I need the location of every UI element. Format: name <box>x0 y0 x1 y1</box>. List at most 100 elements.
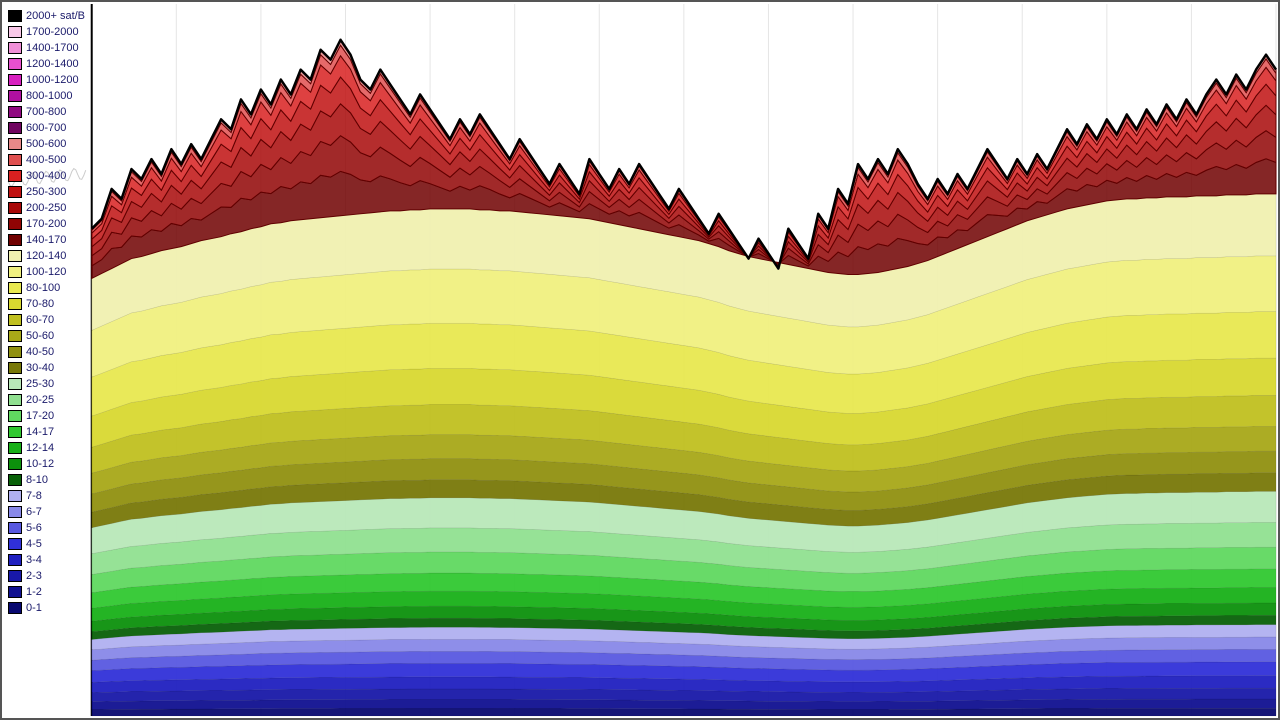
legend-row[interactable]: 250-300 <box>8 184 85 200</box>
legend-row[interactable]: 1-2 <box>8 584 85 600</box>
legend-row[interactable]: 0-1 <box>8 600 85 616</box>
legend-swatch <box>8 570 22 582</box>
legend-row[interactable]: 100-120 <box>8 264 85 280</box>
legend-swatch <box>8 346 22 358</box>
legend-label: 0-1 <box>26 602 42 614</box>
legend: 2000+ sat/B 1700-2000 1400-1700 1200-1400 10… <box>8 8 85 616</box>
legend-label: 17-20 <box>26 410 54 422</box>
legend-swatch <box>8 90 22 102</box>
legend-label: 700-800 <box>26 106 66 118</box>
legend-label: 8-10 <box>26 474 48 486</box>
legend-swatch <box>8 474 22 486</box>
legend-row[interactable]: 12-14 <box>8 440 85 456</box>
legend-swatch <box>8 458 22 470</box>
legend-row[interactable]: 140-170 <box>8 232 85 248</box>
legend-swatch <box>8 154 22 166</box>
legend-label: 25-30 <box>26 378 54 390</box>
legend-label: 80-100 <box>26 282 60 294</box>
legend-row[interactable]: 2000+ sat/B <box>8 8 85 24</box>
legend-row[interactable]: 170-200 <box>8 216 85 232</box>
legend-label: 300-400 <box>26 170 66 182</box>
legend-swatch <box>8 10 22 22</box>
legend-label: 7-8 <box>26 490 42 502</box>
legend-swatch <box>8 490 22 502</box>
legend-row[interactable]: 80-100 <box>8 280 85 296</box>
legend-swatch <box>8 506 22 518</box>
legend-label: 3-4 <box>26 554 42 566</box>
legend-label: 12-14 <box>26 442 54 454</box>
legend-row[interactable]: 40-50 <box>8 344 85 360</box>
legend-label: 500-600 <box>26 138 66 150</box>
legend-row[interactable]: 600-700 <box>8 120 85 136</box>
legend-label: 1000-1200 <box>26 74 79 86</box>
legend-swatch <box>8 282 22 294</box>
legend-swatch <box>8 378 22 390</box>
legend-label: 1700-2000 <box>26 26 79 38</box>
legend-label: 10-12 <box>26 458 54 470</box>
legend-row[interactable]: 20-25 <box>8 392 85 408</box>
legend-label: 14-17 <box>26 426 54 438</box>
legend-row[interactable]: 500-600 <box>8 136 85 152</box>
legend-label: 170-200 <box>26 218 66 230</box>
legend-row[interactable]: 1000-1200 <box>8 72 85 88</box>
legend-label: 1-2 <box>26 586 42 598</box>
legend-row[interactable]: 17-20 <box>8 408 85 424</box>
legend-row[interactable]: 1400-1700 <box>8 40 85 56</box>
legend-row[interactable]: 1700-2000 <box>8 24 85 40</box>
legend-row[interactable]: 300-400 <box>8 168 85 184</box>
legend-label: 1400-1700 <box>26 42 79 54</box>
legend-row[interactable]: 14-17 <box>8 424 85 440</box>
legend-swatch <box>8 298 22 310</box>
legend-swatch <box>8 442 22 454</box>
mempool-chart: 2000+ sat/B 1700-2000 1400-1700 1200-1400 10… <box>0 0 1280 720</box>
legend-row[interactable]: 6-7 <box>8 504 85 520</box>
legend-label: 120-140 <box>26 250 66 262</box>
legend-swatch <box>8 330 22 342</box>
legend-row[interactable]: 30-40 <box>8 360 85 376</box>
legend-label: 200-250 <box>26 202 66 214</box>
legend-swatch <box>8 122 22 134</box>
legend-row[interactable]: 4-5 <box>8 536 85 552</box>
legend-row[interactable]: 10-12 <box>8 456 85 472</box>
legend-swatch <box>8 202 22 214</box>
legend-swatch <box>8 314 22 326</box>
legend-label: 6-7 <box>26 506 42 518</box>
legend-swatch <box>8 362 22 374</box>
legend-swatch <box>8 522 22 534</box>
legend-swatch <box>8 250 22 262</box>
legend-label: 40-50 <box>26 346 54 358</box>
legend-row[interactable]: 60-70 <box>8 312 85 328</box>
legend-row[interactable]: 120-140 <box>8 248 85 264</box>
legend-label: 70-80 <box>26 298 54 310</box>
legend-row[interactable]: 1200-1400 <box>8 56 85 72</box>
legend-swatch <box>8 58 22 70</box>
legend-label: 30-40 <box>26 362 54 374</box>
legend-row[interactable]: 8-10 <box>8 472 85 488</box>
legend-label: 4-5 <box>26 538 42 550</box>
legend-label: 250-300 <box>26 186 66 198</box>
legend-label: 5-6 <box>26 522 42 534</box>
legend-swatch <box>8 586 22 598</box>
legend-label: 50-60 <box>26 330 54 342</box>
legend-label: 2-3 <box>26 570 42 582</box>
legend-label: 600-700 <box>26 122 66 134</box>
legend-swatch <box>8 170 22 182</box>
legend-row[interactable]: 200-250 <box>8 200 85 216</box>
legend-label: 60-70 <box>26 314 54 326</box>
legend-swatch <box>8 234 22 246</box>
legend-row[interactable]: 7-8 <box>8 488 85 504</box>
legend-label: 800-1000 <box>26 90 73 102</box>
legend-row[interactable]: 25-30 <box>8 376 85 392</box>
legend-row[interactable]: 800-1000 <box>8 88 85 104</box>
legend-row[interactable]: 400-500 <box>8 152 85 168</box>
chart-svg <box>2 2 1278 718</box>
legend-row[interactable]: 700-800 <box>8 104 85 120</box>
legend-row[interactable]: 2-3 <box>8 568 85 584</box>
legend-row[interactable]: 3-4 <box>8 552 85 568</box>
legend-swatch <box>8 538 22 550</box>
legend-label: 400-500 <box>26 154 66 166</box>
legend-swatch <box>8 266 22 278</box>
legend-row[interactable]: 5-6 <box>8 520 85 536</box>
legend-row[interactable]: 50-60 <box>8 328 85 344</box>
legend-row[interactable]: 70-80 <box>8 296 85 312</box>
